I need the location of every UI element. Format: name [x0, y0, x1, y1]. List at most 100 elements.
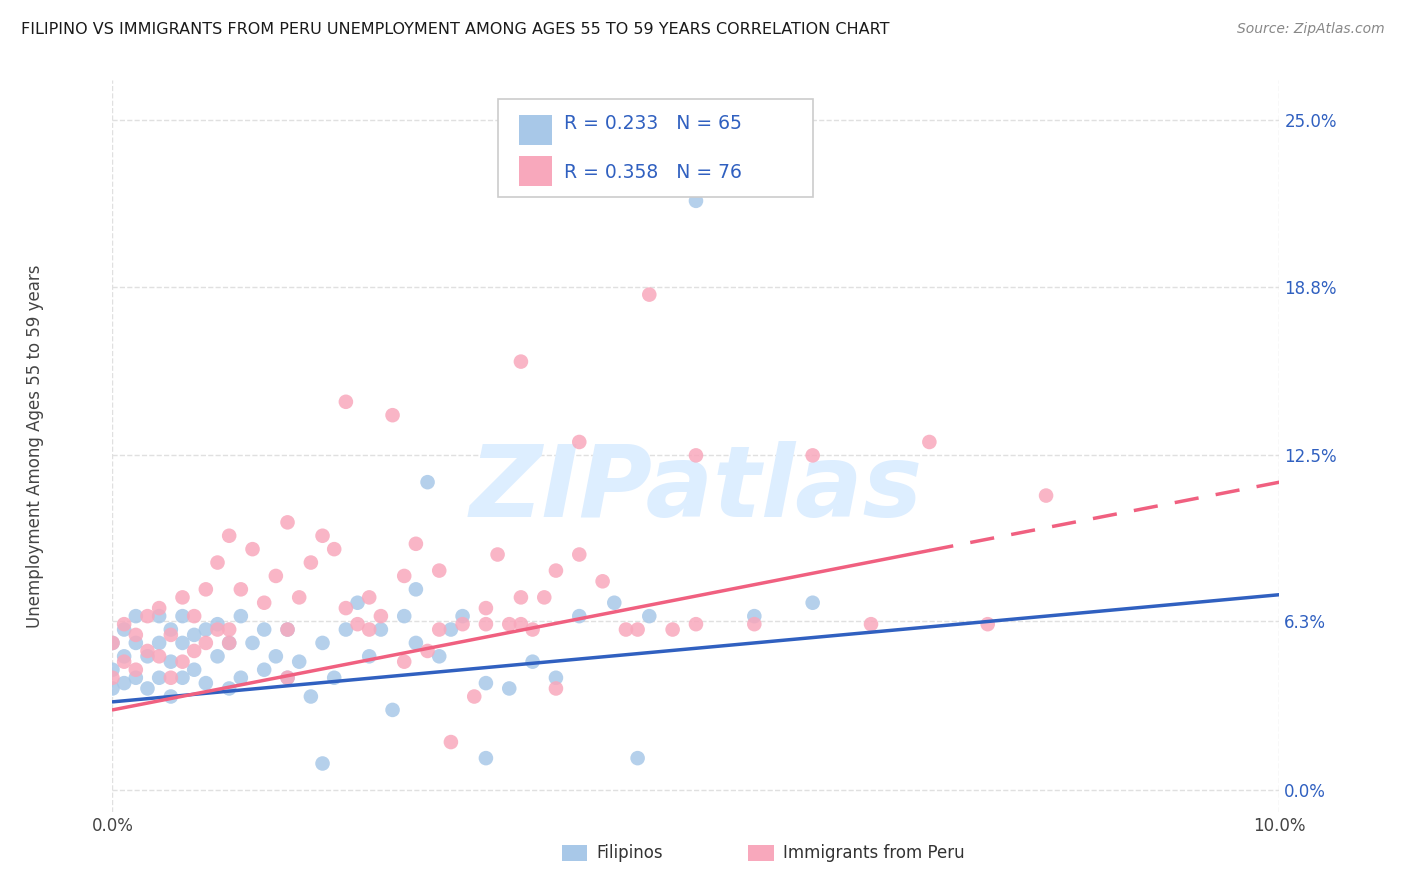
- Point: [253, 663, 276, 677]
- Point: [299, 556, 322, 570]
- Point: [405, 537, 427, 551]
- Point: [264, 649, 287, 664]
- Point: [685, 617, 707, 632]
- Point: [405, 636, 427, 650]
- Point: [253, 596, 276, 610]
- Point: [638, 609, 661, 624]
- Point: [335, 601, 357, 615]
- Point: [311, 529, 333, 543]
- Point: [463, 690, 485, 704]
- Point: [276, 671, 298, 685]
- FancyBboxPatch shape: [498, 99, 813, 197]
- Point: [498, 617, 520, 632]
- Point: [976, 617, 998, 632]
- Point: [172, 609, 194, 624]
- Point: [112, 676, 135, 690]
- Point: [544, 564, 567, 578]
- Point: [218, 636, 240, 650]
- Point: [742, 609, 765, 624]
- Point: [486, 548, 509, 562]
- Point: [498, 681, 520, 696]
- Point: [183, 609, 205, 624]
- Point: [394, 655, 416, 669]
- Point: [427, 649, 450, 664]
- Point: [218, 623, 240, 637]
- Point: [638, 287, 661, 301]
- Point: [194, 636, 217, 650]
- Point: [311, 756, 333, 771]
- Point: [323, 671, 346, 685]
- Point: [568, 548, 591, 562]
- Point: [172, 655, 194, 669]
- Point: [627, 751, 650, 765]
- Point: [136, 681, 159, 696]
- Point: [416, 475, 439, 490]
- Point: [440, 735, 463, 749]
- Point: [207, 617, 229, 632]
- Point: [370, 623, 392, 637]
- Point: [427, 623, 450, 637]
- Point: [160, 690, 183, 704]
- Text: R = 0.233   N = 65: R = 0.233 N = 65: [564, 114, 742, 133]
- Point: [405, 582, 427, 597]
- Point: [148, 636, 170, 650]
- Point: [451, 609, 474, 624]
- Point: [242, 542, 264, 557]
- Point: [148, 609, 170, 624]
- Point: [276, 623, 298, 637]
- Point: [614, 623, 637, 637]
- Point: [475, 676, 498, 690]
- Point: [394, 609, 416, 624]
- Point: [860, 617, 883, 632]
- Point: [112, 655, 135, 669]
- Point: [742, 617, 765, 632]
- Point: [475, 617, 498, 632]
- Point: [136, 644, 159, 658]
- Point: [101, 636, 124, 650]
- Point: [661, 623, 683, 637]
- Point: [125, 628, 148, 642]
- Point: [627, 623, 650, 637]
- Point: [101, 663, 124, 677]
- Point: [544, 671, 567, 685]
- Point: [183, 628, 205, 642]
- Point: [112, 617, 135, 632]
- Point: [148, 601, 170, 615]
- Point: [568, 434, 591, 449]
- Point: [112, 649, 135, 664]
- Point: [253, 623, 276, 637]
- Point: [592, 574, 614, 589]
- Text: Immigrants from Peru: Immigrants from Peru: [783, 844, 965, 862]
- Point: [801, 596, 824, 610]
- Point: [685, 194, 707, 208]
- Point: [125, 663, 148, 677]
- Point: [101, 671, 124, 685]
- Point: [160, 623, 183, 637]
- Point: [918, 434, 941, 449]
- Point: [229, 671, 252, 685]
- Point: [801, 449, 824, 463]
- Point: [172, 671, 194, 685]
- Point: [568, 609, 591, 624]
- Point: [276, 671, 298, 685]
- Point: [183, 663, 205, 677]
- Point: [346, 596, 368, 610]
- Point: [276, 623, 298, 637]
- Point: [194, 582, 217, 597]
- Point: [125, 671, 148, 685]
- Point: [276, 516, 298, 530]
- Point: [394, 569, 416, 583]
- Text: ZIPatlas: ZIPatlas: [470, 442, 922, 539]
- Point: [288, 591, 311, 605]
- Text: FILIPINO VS IMMIGRANTS FROM PERU UNEMPLOYMENT AMONG AGES 55 TO 59 YEARS CORRELAT: FILIPINO VS IMMIGRANTS FROM PERU UNEMPLO…: [21, 22, 890, 37]
- Point: [359, 623, 381, 637]
- Point: [475, 601, 498, 615]
- Point: [101, 636, 124, 650]
- Text: R = 0.358   N = 76: R = 0.358 N = 76: [564, 163, 742, 182]
- Point: [172, 591, 194, 605]
- Point: [288, 655, 311, 669]
- Point: [183, 644, 205, 658]
- Point: [440, 623, 463, 637]
- FancyBboxPatch shape: [748, 845, 775, 861]
- FancyBboxPatch shape: [562, 845, 588, 861]
